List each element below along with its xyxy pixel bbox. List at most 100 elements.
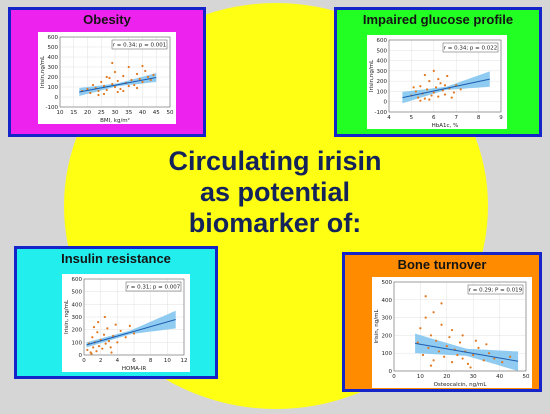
x-axis-label: Osteocalcin, ng/mL — [434, 382, 488, 388]
data-point — [443, 84, 447, 87]
y-tick-label: -100 — [375, 110, 388, 116]
x-tick-label: 20 — [443, 374, 450, 380]
plot-frame — [388, 39, 502, 113]
data-point — [109, 346, 112, 349]
data-point — [106, 327, 109, 330]
x-axis-label: HbA1c, % — [432, 123, 459, 129]
data-point — [440, 323, 443, 326]
data-point — [135, 86, 139, 90]
data-point — [412, 86, 415, 89]
x-tick-label: 35 — [125, 110, 132, 116]
data-point — [417, 96, 420, 99]
confidence-band — [86, 310, 176, 348]
bone-panel: Bone turnover 0 10 20 30 40 50 0 100 200 300 400 50… — [342, 252, 542, 392]
data-point — [107, 339, 111, 343]
data-point — [97, 320, 100, 324]
data-point — [124, 336, 127, 339]
y-tick-label: 100 — [72, 340, 83, 346]
x-tick-label: 20 — [84, 110, 91, 116]
y-tick-label: 500 — [72, 290, 83, 296]
regression-line — [79, 77, 157, 93]
data-point — [102, 333, 106, 336]
data-point — [427, 346, 430, 349]
stats-box — [111, 39, 168, 50]
x-tick-label: 8 — [477, 115, 481, 121]
data-point — [146, 75, 150, 79]
data-point — [95, 350, 98, 353]
data-point — [119, 87, 122, 91]
y-axis-label: Irisin,ng/mL — [369, 59, 375, 92]
data-point — [91, 83, 95, 87]
data-point — [97, 89, 100, 93]
data-point — [443, 93, 447, 96]
data-point — [108, 76, 111, 80]
y-tick-label: 600 — [48, 35, 59, 41]
y-tick-label: 200 — [377, 79, 388, 85]
bone-chart-svg: 0 10 20 30 40 500100200300400500Osteocalcin, … — [374, 280, 530, 388]
data-point — [90, 352, 93, 355]
x-axis-label: HOMA-IR — [122, 366, 146, 372]
data-point — [141, 64, 144, 68]
data-point — [132, 332, 136, 335]
data-point — [428, 80, 431, 83]
x-tick-label: 9 — [499, 115, 503, 121]
y-tick-label: 100 — [382, 351, 393, 357]
data-point — [152, 73, 155, 77]
data-point — [450, 96, 453, 99]
y-tick-label: 0 — [389, 369, 393, 375]
x-tick-label: 50 — [167, 110, 174, 116]
data-point — [116, 79, 119, 83]
data-point — [97, 93, 100, 97]
x-tick-label: 10 — [164, 358, 171, 364]
y-tick-label: 200 — [48, 75, 59, 81]
data-point — [437, 350, 440, 353]
x-tick-label: 50 — [523, 374, 530, 380]
data-point — [414, 90, 417, 93]
data-point — [461, 357, 464, 360]
data-point — [138, 77, 141, 81]
data-point — [509, 355, 512, 358]
insulin-panel: Insulin resistance 0 2 4 6 8 10 12 0 100 200 300 40… — [14, 246, 218, 379]
y-tick-label: 500 — [48, 45, 59, 51]
x-tick-label: 10 — [57, 110, 64, 116]
central-title-line-3: biomarker of: — [188, 208, 362, 238]
data-point — [101, 347, 104, 350]
data-point — [421, 353, 425, 357]
y-axis-label: Irisin, ng/mL — [374, 309, 380, 344]
data-point — [493, 357, 496, 360]
stats-box — [442, 42, 499, 53]
bone-panel-title: Bone turnover — [397, 257, 487, 272]
x-tick-label: 30 — [470, 374, 477, 380]
y-tick-label: 400 — [48, 55, 59, 61]
data-point — [128, 324, 131, 327]
data-point — [113, 70, 117, 74]
data-point — [419, 99, 422, 102]
data-point — [116, 90, 119, 94]
data-point — [103, 315, 106, 319]
regression-line — [402, 78, 490, 99]
data-point — [443, 355, 446, 358]
y-tick-label: 0 — [384, 100, 388, 106]
data-point — [487, 352, 491, 355]
x-tick-label: 2 — [99, 358, 103, 364]
data-point — [141, 80, 144, 84]
data-point — [424, 316, 427, 319]
stats-text: r = 0.34; p = 0.001 — [113, 42, 167, 48]
confidence-band — [402, 71, 490, 104]
data-point — [102, 84, 106, 88]
x-tick-label: 0 — [82, 358, 86, 364]
data-point — [425, 88, 429, 91]
data-point — [472, 353, 475, 357]
x-tick-label: 0 — [392, 374, 396, 380]
data-point — [432, 311, 435, 314]
y-tick-label: 500 — [377, 48, 388, 54]
data-point — [432, 359, 435, 362]
data-point — [430, 94, 433, 97]
data-point — [461, 334, 464, 337]
data-point — [419, 327, 422, 330]
y-tick-label: 200 — [382, 333, 393, 339]
data-point — [112, 334, 115, 338]
x-tick-label: 12 — [181, 358, 188, 364]
data-point — [434, 86, 438, 89]
data-point — [144, 69, 147, 73]
